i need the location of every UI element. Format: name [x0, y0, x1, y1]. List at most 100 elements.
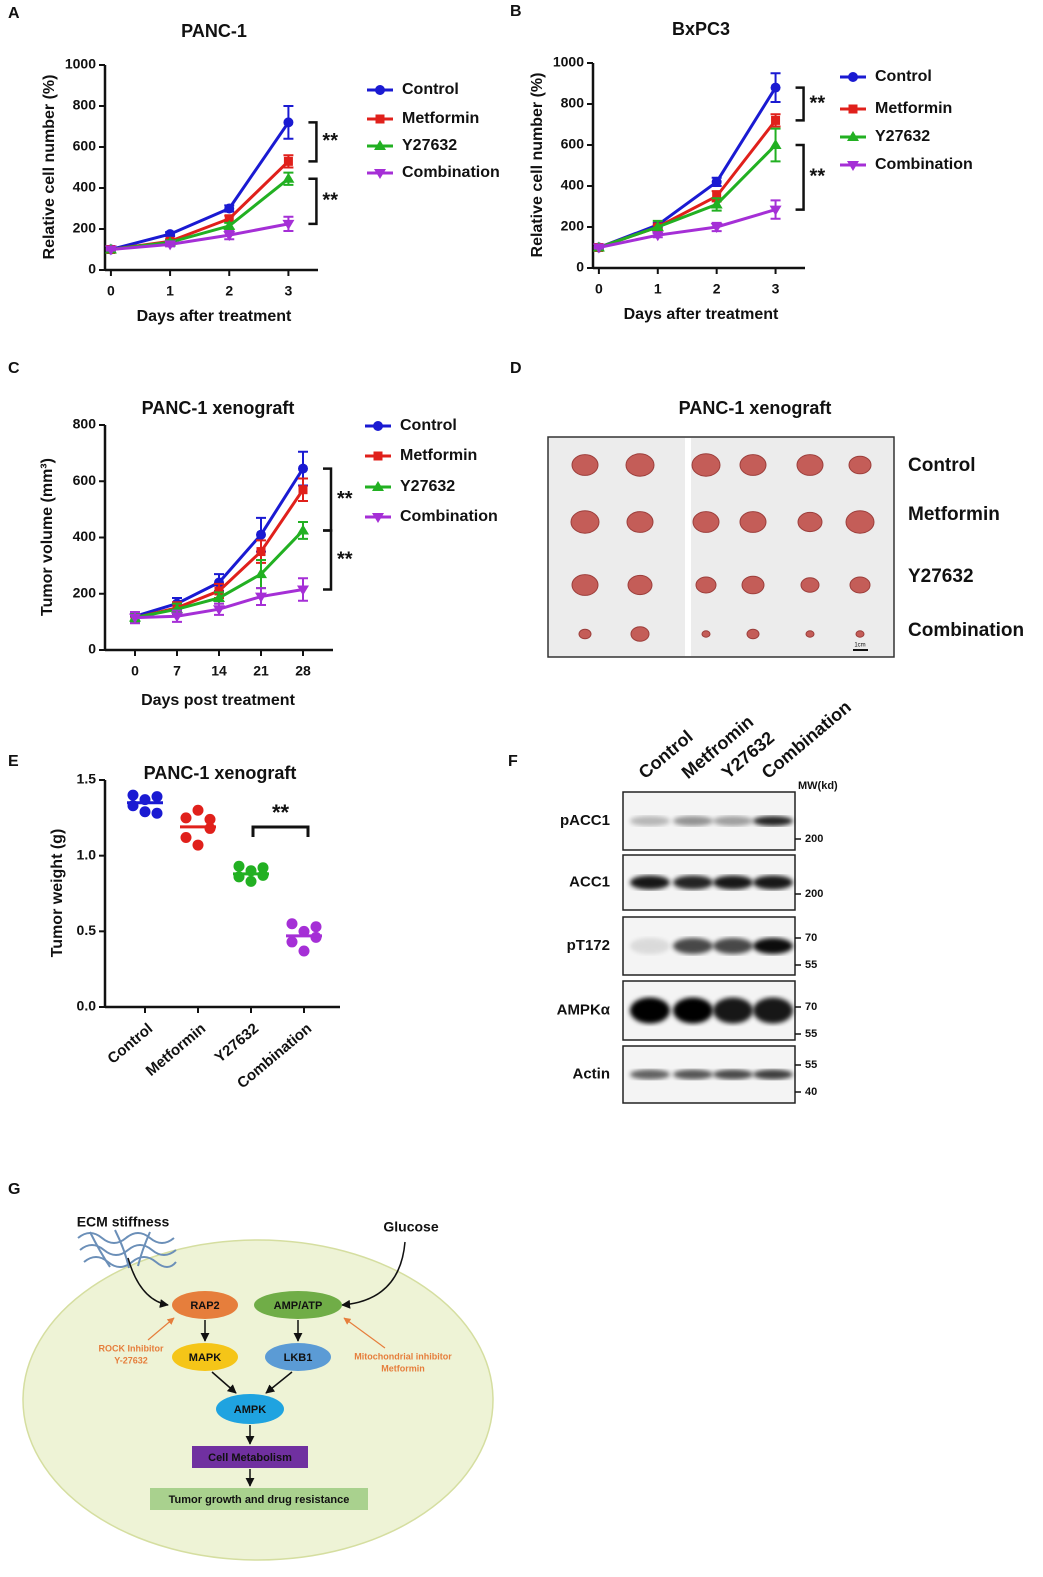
x-tick-label: 14 — [211, 663, 227, 679]
marker — [214, 577, 224, 588]
node-label: RAP2 — [190, 1300, 219, 1312]
panel-label: B — [510, 3, 522, 20]
tumor — [855, 630, 865, 638]
panel-label: E — [8, 753, 19, 770]
marker — [283, 117, 294, 128]
dot — [245, 875, 257, 887]
x-tick-label: 2 — [713, 281, 721, 297]
node — [254, 1291, 342, 1319]
band — [630, 816, 670, 826]
node-label: Tumor growth and drug resistance — [169, 1494, 350, 1506]
band — [713, 816, 753, 826]
dot — [192, 804, 204, 816]
band — [713, 997, 753, 1024]
marker — [298, 463, 308, 474]
mw-label: MW(kd) — [798, 780, 838, 792]
mw-marker: 70 — [805, 932, 817, 944]
x-tick-label: 2 — [225, 283, 233, 299]
marker — [712, 191, 722, 201]
ecm-fibers — [77, 1229, 177, 1269]
marker — [373, 451, 383, 461]
chart-title: PANC-1 xenograft — [144, 763, 297, 783]
marker — [651, 231, 664, 242]
band — [630, 938, 670, 954]
arrows — [200, 1320, 303, 1487]
series-line — [110, 160, 290, 251]
x-axis-label: Days after treatment — [624, 306, 779, 323]
arrow — [341, 1241, 406, 1309]
tumor — [570, 510, 600, 534]
dot — [298, 925, 310, 937]
tumor — [578, 628, 592, 640]
tumor — [741, 575, 765, 595]
tumor — [848, 455, 872, 475]
marker — [256, 529, 266, 540]
marker — [256, 547, 266, 557]
band — [630, 875, 670, 890]
dot — [180, 812, 192, 824]
x-tick-label: 0 — [107, 283, 115, 299]
row-label: AMPKα — [557, 1001, 611, 1018]
tumor — [845, 510, 875, 534]
series-line — [598, 86, 777, 249]
marker — [283, 156, 293, 166]
arrow — [127, 1257, 169, 1308]
row-label: Metformin — [908, 504, 1000, 525]
marker — [213, 605, 225, 616]
inhibitor-label: Mitochondrial inhibitor — [354, 1351, 452, 1361]
band — [673, 875, 713, 890]
series-line — [598, 119, 777, 249]
y-axis-label: Relative cell number (%) — [41, 75, 58, 260]
bracket — [795, 143, 805, 211]
significance: ** — [322, 190, 338, 212]
legend-label: Combination — [875, 156, 973, 173]
mw-marker: 70 — [805, 1001, 817, 1013]
mw-marker: 200 — [805, 833, 823, 845]
chart-title: PANC-1 xenograft — [142, 398, 295, 418]
legend-label: Combination — [400, 508, 498, 525]
marker — [711, 176, 722, 187]
dot — [151, 791, 163, 803]
dot — [257, 869, 269, 881]
y-tick-label: 800 — [561, 95, 585, 111]
band — [753, 875, 793, 890]
marker — [165, 229, 176, 240]
marker — [213, 591, 225, 602]
node — [150, 1488, 368, 1510]
marker — [375, 114, 385, 124]
marker — [651, 221, 664, 231]
x-tick-label: 28 — [295, 663, 311, 679]
x-tick-label: Y27632 — [212, 1020, 263, 1066]
marker — [255, 592, 267, 603]
x-tick-label: 7 — [173, 663, 181, 679]
tumor — [800, 577, 820, 593]
y-tick-label: 1.5 — [77, 771, 97, 787]
y-tick-label: 600 — [561, 136, 585, 152]
y-tick-label: 200 — [73, 220, 97, 236]
dot — [298, 945, 310, 957]
marker — [710, 223, 723, 233]
bracket — [323, 529, 333, 591]
y-tick-label: 400 — [73, 528, 97, 544]
marker — [848, 72, 858, 82]
marker — [375, 85, 385, 95]
x-tick-label: 1 — [654, 281, 662, 297]
y-tick-label: 0 — [88, 261, 96, 277]
significance: ** — [337, 488, 353, 510]
dot — [286, 918, 298, 930]
tumor — [571, 454, 599, 476]
marker — [847, 131, 859, 141]
x-axis-label: Days after treatment — [137, 308, 292, 325]
dot — [310, 931, 322, 943]
dot — [257, 862, 269, 874]
band — [713, 1069, 753, 1080]
inhibitor-label: ROCK Inhibitor — [99, 1343, 164, 1353]
tumor — [625, 453, 655, 477]
panel-label: A — [8, 5, 20, 22]
marker — [372, 513, 384, 523]
significance: ** — [337, 548, 353, 570]
y-tick-label: 0 — [88, 641, 96, 657]
band — [713, 875, 753, 890]
marker — [710, 198, 723, 209]
